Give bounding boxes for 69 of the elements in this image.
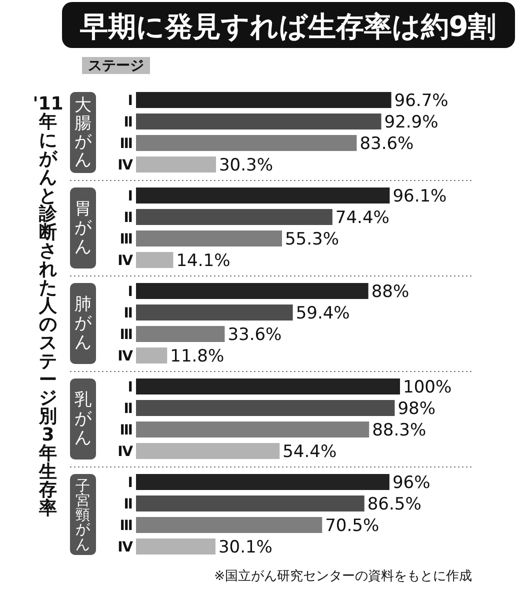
series-label: Ⅰ <box>128 93 133 109</box>
text: Ⅱ <box>124 306 133 322</box>
data-label: 96% <box>392 473 430 493</box>
data-label: 88% <box>371 282 410 302</box>
data-label: 100% <box>403 378 452 398</box>
bar <box>136 348 168 364</box>
bar <box>136 538 216 554</box>
text: Ⅳ <box>118 540 133 556</box>
bar <box>136 496 364 512</box>
text: Ⅰ <box>128 284 133 300</box>
data-label: 11.8% <box>170 346 224 366</box>
data-label: 30.3% <box>218 156 274 176</box>
text: Ⅳ <box>118 253 133 269</box>
data-label: 98% <box>398 399 436 419</box>
bar <box>136 188 390 204</box>
text: '11年にがんと診断された人のステージ別3年生存率 <box>32 93 64 520</box>
data-label: 74.4% <box>335 208 390 228</box>
data-label: 33.6% <box>228 325 282 345</box>
text: Ⅰ <box>128 188 133 204</box>
text: Ⅳ <box>118 348 133 364</box>
data-label: 54.4% <box>282 442 337 462</box>
text: Ⅰ <box>128 380 133 396</box>
text: Ⅱ <box>124 401 133 417</box>
y-tick-label: 乳がん <box>74 390 92 448</box>
data-label: 86.5% <box>367 494 422 514</box>
text: Ⅲ <box>120 232 133 248</box>
data-label: 83.6% <box>360 134 414 154</box>
text: Ⅱ <box>124 496 133 512</box>
text: Ⅱ <box>124 210 133 226</box>
text: ※国立がん研究センターの資料をもとに作成 <box>214 568 472 584</box>
bar <box>136 443 280 459</box>
bar <box>136 304 293 320</box>
legend-title: ステージ <box>82 57 150 74</box>
bar <box>136 230 282 246</box>
text: Ⅳ <box>118 444 133 460</box>
data-label: 92.9% <box>384 112 438 132</box>
bar <box>136 474 390 490</box>
data-label: 96.1% <box>392 186 447 206</box>
bar <box>136 283 368 299</box>
series-label: Ⅱ <box>124 114 133 130</box>
data-label: 70.5% <box>325 516 380 536</box>
bar <box>136 209 332 225</box>
series-label: Ⅲ <box>120 136 133 152</box>
text: Ⅲ <box>120 422 133 438</box>
y-tick-label: 肺がん <box>74 294 92 352</box>
data-label: 14.1% <box>176 251 230 271</box>
bar <box>136 400 395 416</box>
data-label: 88.3% <box>372 420 426 440</box>
bar <box>136 156 216 172</box>
data-label: 30.1% <box>218 538 272 558</box>
y-tick-label: 大腸がん <box>74 95 92 170</box>
bar <box>136 92 392 108</box>
bar <box>136 326 225 342</box>
data-label: 59.4% <box>296 304 350 324</box>
chart-title: 早期に発見すれば生存率は約9割 <box>78 10 496 43</box>
y-tick-label: 子宮頸がん <box>76 477 92 553</box>
bar <box>136 114 382 130</box>
bar <box>136 252 174 268</box>
bar <box>136 378 400 394</box>
y-tick-label: 胃がん <box>74 198 92 257</box>
bar <box>136 517 322 533</box>
text: Ⅲ <box>120 518 133 534</box>
text: Ⅰ <box>128 475 133 491</box>
data-label: 55.3% <box>284 230 340 250</box>
bar <box>136 135 357 151</box>
text: Ⅲ <box>120 327 133 343</box>
series-label: Ⅳ <box>118 158 134 174</box>
data-label: 96.7% <box>394 91 448 111</box>
bar <box>136 422 370 438</box>
